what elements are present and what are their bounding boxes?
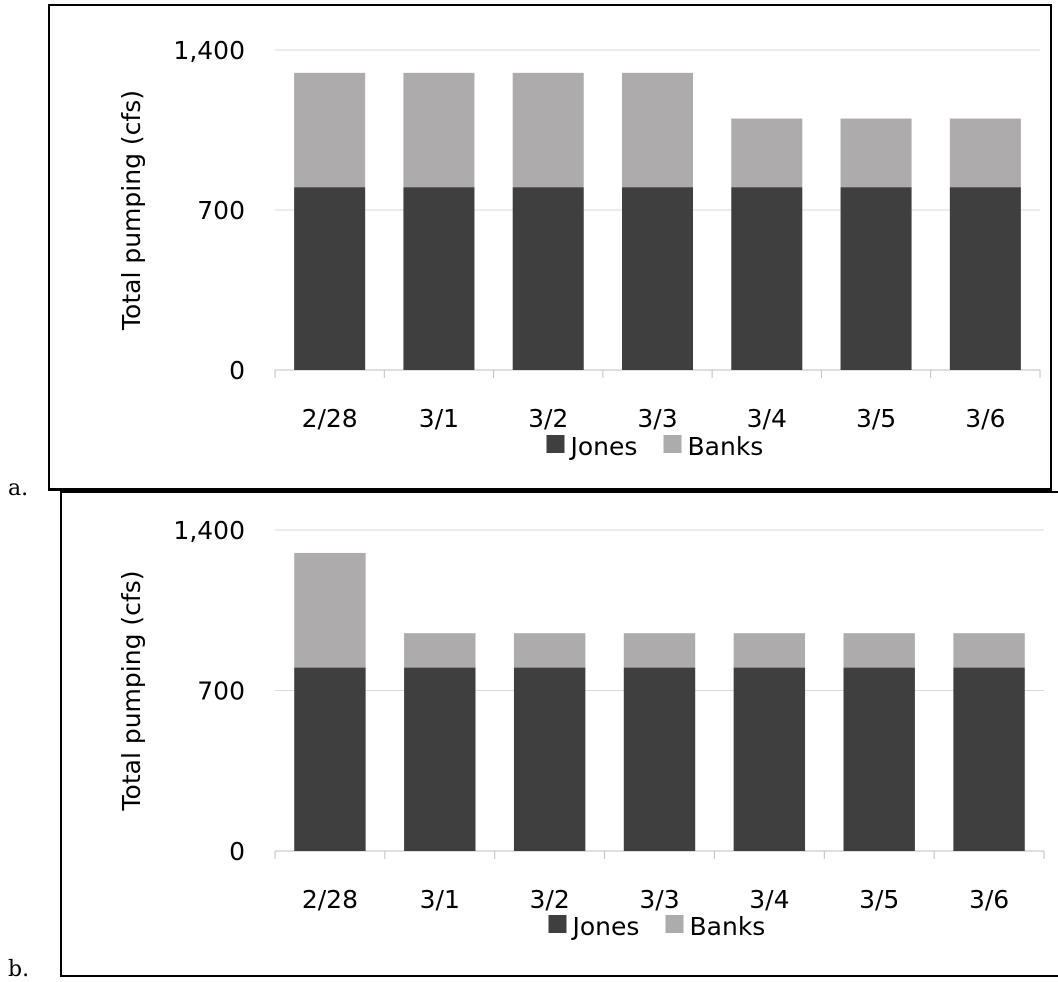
x-tick-label: 3/3	[637, 404, 677, 433]
bar-jones	[403, 187, 475, 370]
legend-label-banks: Banks	[690, 912, 766, 941]
bar-banks	[512, 72, 584, 188]
panel-b-letter: b.	[8, 957, 30, 982]
bar-banks	[621, 72, 694, 188]
bar-jones	[621, 187, 694, 370]
legend-swatch-banks	[665, 915, 684, 933]
legend-label-banks: Banks	[688, 432, 764, 461]
x-tick-label: 3/4	[747, 404, 787, 433]
bar-banks	[403, 72, 475, 188]
legend-swatch-banks	[663, 435, 682, 453]
y-tick-label: 0	[229, 837, 245, 866]
panel-a-frame	[48, 4, 1052, 491]
bar-jones	[731, 187, 803, 370]
x-tick-label: 3/5	[859, 885, 899, 914]
bar-banks	[623, 633, 696, 668]
y-tick-label: 1,400	[173, 516, 245, 545]
x-tick-label: 3/6	[965, 404, 1005, 433]
bar-jones	[949, 187, 1021, 370]
x-tick-label: 3/1	[420, 885, 460, 914]
bar-banks	[404, 633, 476, 668]
bar-jones	[840, 187, 912, 370]
x-tick-label: 3/4	[749, 885, 789, 914]
x-tick-label: 3/5	[856, 404, 896, 433]
x-tick-label: 3/2	[528, 404, 568, 433]
bar-banks	[294, 72, 366, 188]
bar-jones	[843, 667, 915, 851]
bar-jones	[733, 667, 806, 851]
legend-swatch-jones	[546, 435, 565, 453]
legend-swatch-jones	[548, 915, 567, 933]
x-tick-label: 3/6	[969, 885, 1009, 914]
bar-banks	[843, 633, 915, 668]
x-tick-label: 3/2	[530, 885, 570, 914]
bar-jones	[953, 667, 1025, 851]
y-tick-label: 700	[197, 677, 245, 706]
bar-banks	[731, 118, 803, 188]
bar-jones	[513, 667, 586, 851]
bar-banks	[949, 118, 1021, 188]
bar-banks	[840, 118, 912, 188]
legend-label-jones: Jones	[569, 432, 638, 461]
x-tick-label: 3/3	[639, 885, 679, 914]
y-axis-title: Total pumping (cfs)	[117, 90, 146, 331]
x-tick-label: 2/28	[302, 404, 358, 433]
y-axis-title: Total pumping (cfs)	[117, 571, 146, 812]
y-tick-label: 1,400	[173, 36, 245, 65]
panel-b-frame	[60, 491, 1058, 977]
bar-jones	[404, 667, 476, 851]
x-tick-label: 2/28	[302, 885, 358, 914]
y-tick-label: 0	[229, 356, 245, 385]
bar-jones	[512, 187, 584, 370]
bar-jones	[294, 187, 366, 370]
bar-banks	[294, 552, 366, 668]
x-tick-label: 3/1	[419, 404, 459, 433]
legend-label-jones: Jones	[571, 912, 640, 941]
bar-banks	[733, 633, 806, 668]
bar-jones	[294, 667, 366, 851]
bar-banks	[953, 633, 1025, 668]
y-tick-label: 700	[197, 196, 245, 225]
bar-jones	[623, 667, 696, 851]
panel-a-letter: a.	[8, 476, 29, 501]
bar-banks	[513, 633, 586, 668]
